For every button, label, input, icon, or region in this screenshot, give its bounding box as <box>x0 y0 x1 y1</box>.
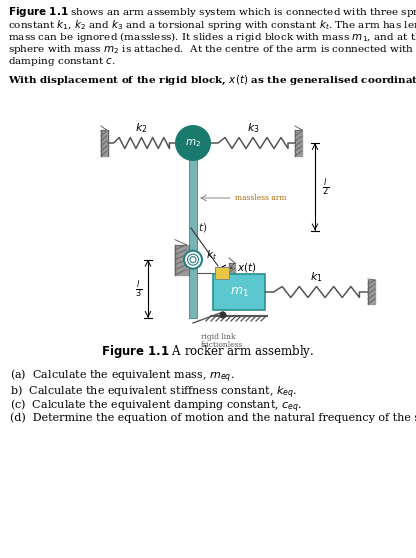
Text: $k_3$: $k_3$ <box>247 121 259 135</box>
Text: $\frac{l}{2}$: $\frac{l}{2}$ <box>322 176 329 197</box>
Bar <box>229 263 235 283</box>
Bar <box>101 130 108 156</box>
Bar <box>368 280 375 304</box>
Text: $c$: $c$ <box>218 283 226 293</box>
Bar <box>295 130 302 156</box>
Text: constant $k_1$, $k_2$ and $k_3$ and a torsional spring with constant $k_t$. The : constant $k_1$, $k_2$ and $k_3$ and a to… <box>8 17 416 31</box>
Text: $x(t)$: $x(t)$ <box>237 262 257 275</box>
Bar <box>213 274 265 310</box>
Text: frictionless: frictionless <box>201 341 243 349</box>
Text: (d)  Determine the equation of motion and the natural frequency of the system.: (d) Determine the equation of motion and… <box>10 412 416 422</box>
Circle shape <box>184 251 202 268</box>
Text: $k_1$: $k_1$ <box>310 270 323 284</box>
Text: $m_1$: $m_1$ <box>230 286 248 299</box>
Text: $k_t$: $k_t$ <box>206 248 217 262</box>
Text: massless arm: massless arm <box>235 194 287 202</box>
Text: $\theta(t)$: $\theta(t)$ <box>188 221 208 234</box>
Text: b)  Calculate the equivalent stiffness constant, $k_{eq}$.: b) Calculate the equivalent stiffness co… <box>10 384 297 401</box>
Bar <box>215 267 229 279</box>
Text: $m_2$: $m_2$ <box>185 137 201 149</box>
Text: damping constant $c$.: damping constant $c$. <box>8 55 116 68</box>
Text: With displacement of the rigid block, $x(t)$ as the generalised coordinate:: With displacement of the rigid block, $x… <box>8 74 416 86</box>
Text: $k_2$: $k_2$ <box>135 121 148 135</box>
Bar <box>189 143 197 318</box>
Text: rigid link: rigid link <box>201 333 235 341</box>
Text: (c)  Calculate the equivalent damping constant, $c_{eq}$.: (c) Calculate the equivalent damping con… <box>10 398 302 415</box>
Text: (a)  Calculate the equivalent mass, $m_{eq}$.: (a) Calculate the equivalent mass, $m_{e… <box>10 368 235 386</box>
Text: sphere with mass $m_2$ is attached.  At the centre of the arm is connected with : sphere with mass $m_2$ is attached. At t… <box>8 42 416 55</box>
Bar <box>175 244 189 275</box>
Text: $\bf{Figure\ 1.1}$ shows an arm assembly system which is connected with three sp: $\bf{Figure\ 1.1}$ shows an arm assembly… <box>8 5 416 19</box>
Circle shape <box>175 125 211 161</box>
Circle shape <box>220 311 226 319</box>
Text: $\frac{l}{3}$: $\frac{l}{3}$ <box>135 278 142 299</box>
Text: mass can be ignored (massless). It slides a rigid block with mass $m_1$, and at : mass can be ignored (massless). It slide… <box>8 30 416 44</box>
Text: $\bf{Figure\ 1.1}$ A rocker arm assembly.: $\bf{Figure\ 1.1}$ A rocker arm assembly… <box>102 343 314 360</box>
